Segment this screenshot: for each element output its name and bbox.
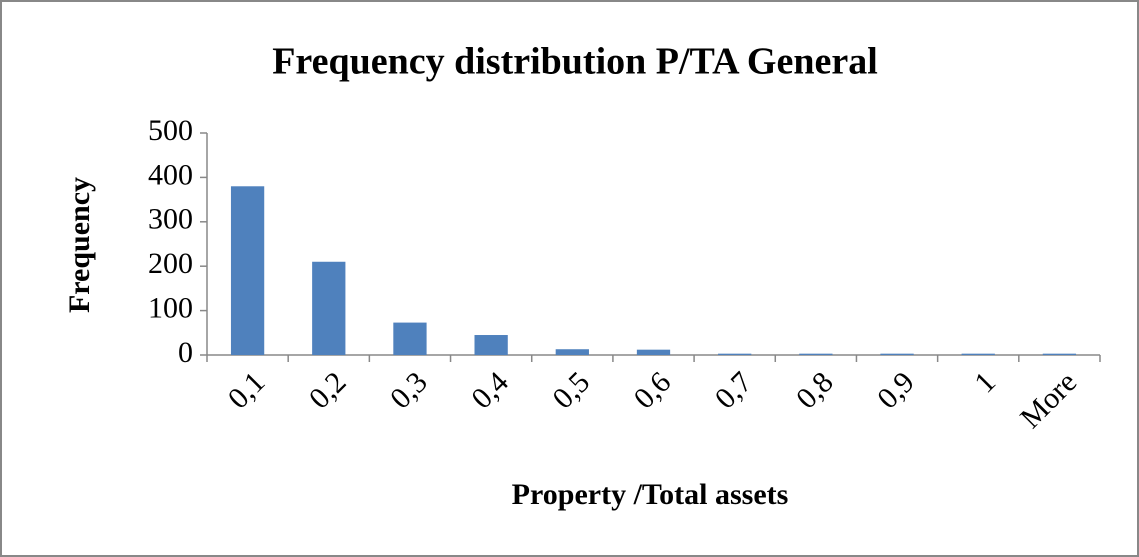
bar (230, 186, 265, 355)
y-axis-label: Frequency (63, 177, 96, 313)
y-tick-label: 200 (148, 247, 193, 280)
bar (718, 353, 752, 355)
y-tick-label: 500 (148, 114, 193, 147)
y-tick-label: 400 (148, 158, 193, 191)
bar (555, 349, 589, 355)
bar (961, 353, 995, 355)
bar (799, 353, 833, 355)
x-axis-label: Property /Total assets (512, 478, 789, 511)
y-tick-label: 300 (148, 203, 193, 236)
bar (636, 349, 671, 355)
bar (880, 353, 914, 355)
bar (474, 335, 508, 355)
bar (1042, 353, 1077, 355)
y-tick-label: 0 (178, 336, 193, 369)
bar (393, 322, 427, 355)
y-tick-label: 100 (148, 291, 193, 324)
chart-title: Frequency distribution P/TA General (272, 41, 878, 83)
bar (312, 261, 346, 355)
